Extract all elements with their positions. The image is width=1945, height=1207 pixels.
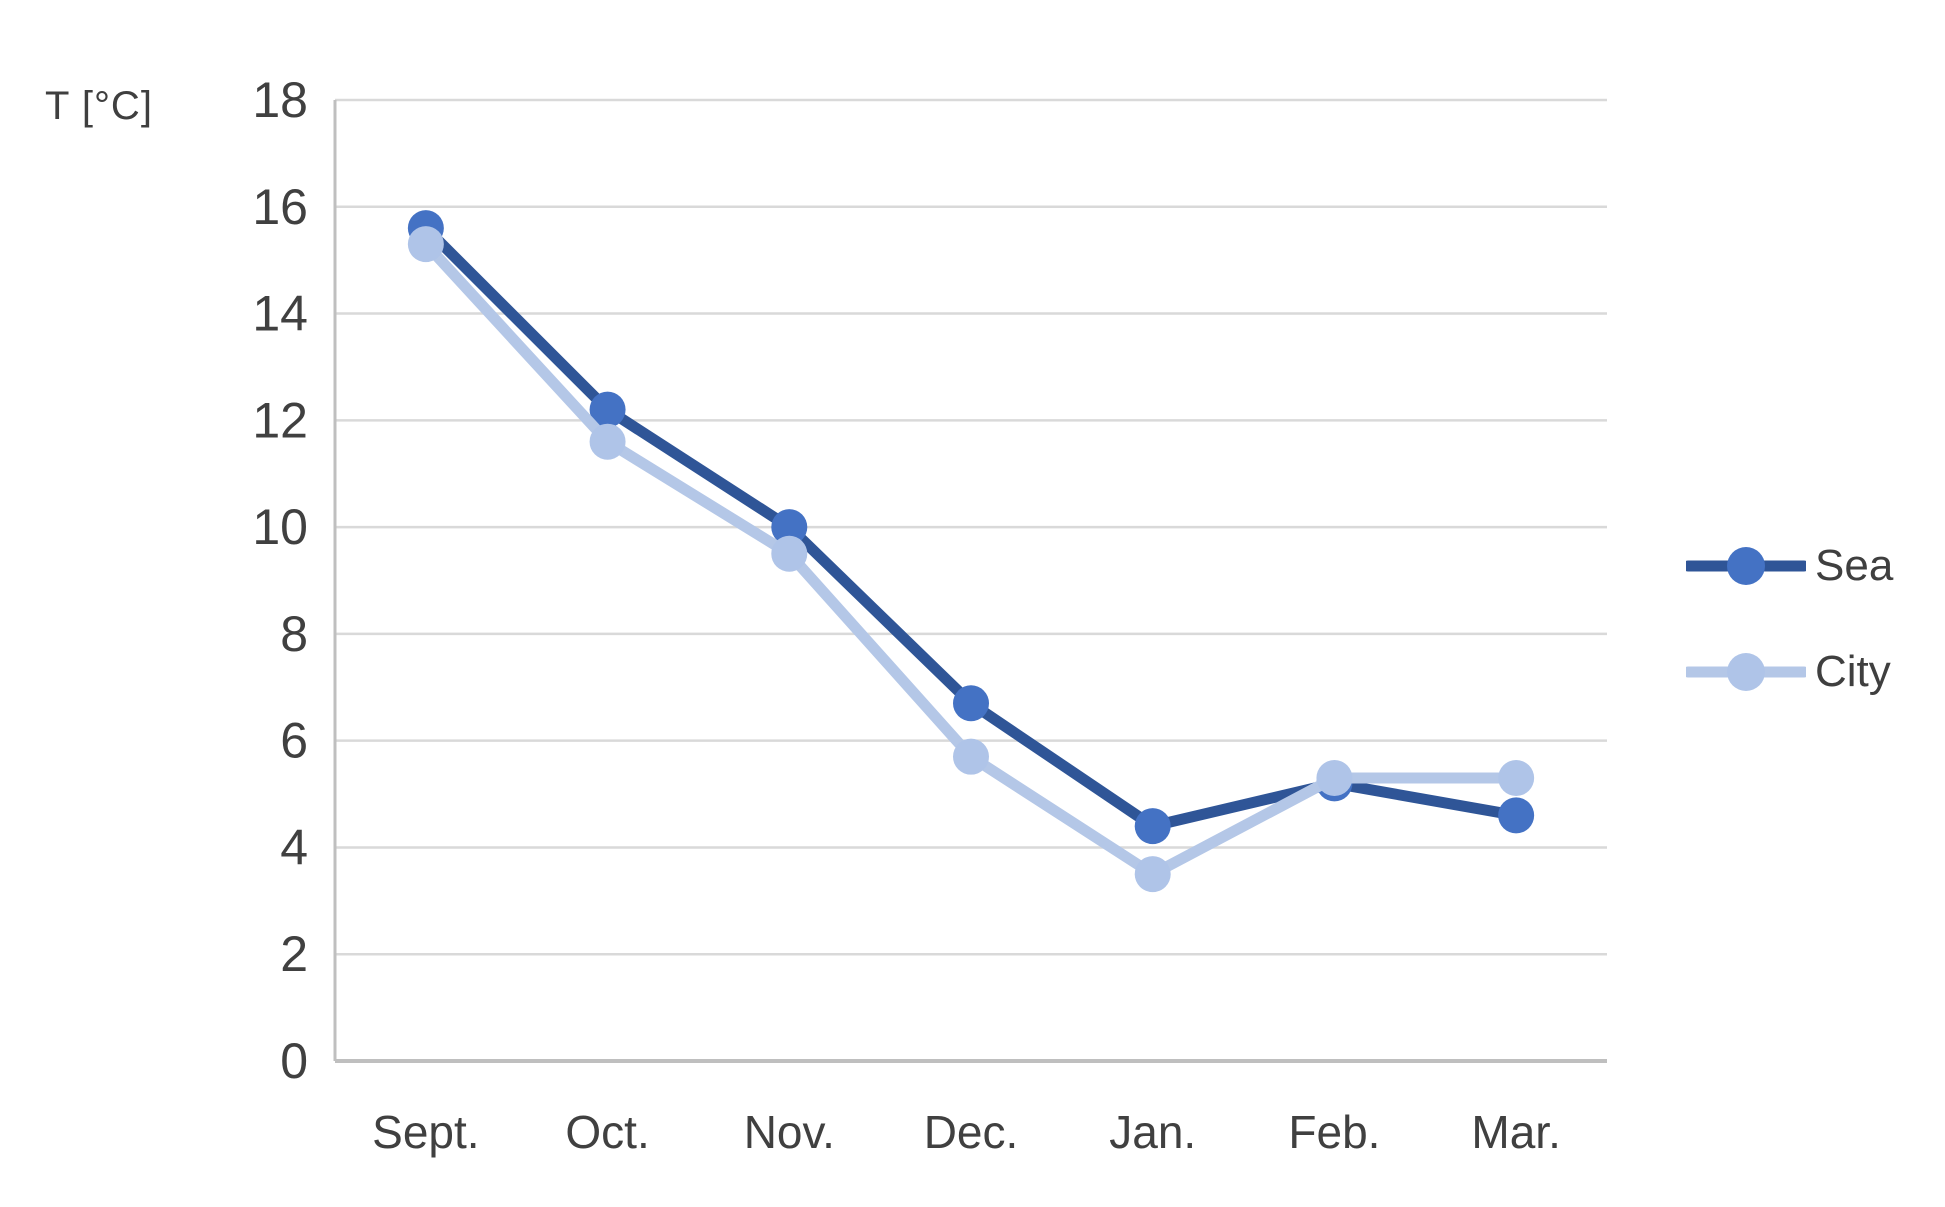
series-city-marker (771, 535, 808, 572)
x-tick-label: Jan. (1109, 1106, 1196, 1158)
y-tick-label: 14 (252, 286, 308, 342)
x-tick-label: Feb. (1288, 1106, 1380, 1158)
series-city-marker (953, 738, 989, 775)
series-city-marker (1498, 760, 1535, 797)
x-tick-label: Sept. (372, 1106, 479, 1158)
legend-label-city: City (1815, 647, 1891, 696)
y-tick-label: 0 (280, 1033, 308, 1089)
y-tick-label: 6 (280, 713, 308, 769)
series-sea-marker (1134, 808, 1171, 845)
series-sea-marker (771, 509, 808, 546)
series-city-marker (589, 423, 626, 460)
series-city-line (420, 238, 1522, 880)
legend: Sea City (1686, 544, 1893, 694)
y-tick-label: 2 (280, 926, 308, 982)
series-city-marker (1316, 760, 1353, 797)
y-tick-label: 4 (280, 819, 308, 875)
y-tick-label: 18 (252, 72, 308, 128)
legend-entry-sea: Sea (1686, 544, 1893, 588)
legend-label-sea: Sea (1815, 541, 1894, 590)
series-city-marker (1134, 856, 1171, 893)
y-tick-label: 10 (252, 499, 308, 555)
series-sea-marker (953, 685, 989, 722)
y-axis-title: T [°C] (45, 84, 153, 128)
x-tick-label: Dec. (924, 1106, 1019, 1158)
x-tick-label: Oct. (565, 1106, 649, 1158)
y-tick-label: 16 (252, 179, 308, 235)
legend-entry-city: City (1686, 650, 1893, 694)
series-sea-marker (589, 391, 626, 428)
legend-city-marker-icon (1686, 653, 1806, 691)
x-tick-label: Nov. (744, 1106, 835, 1158)
legend-sea-marker-icon (1686, 547, 1806, 585)
x-tick-label: Mar. (1471, 1106, 1560, 1158)
y-tick-label: 12 (252, 392, 308, 448)
series-sea-marker (1498, 797, 1535, 834)
y-tick-label: 8 (280, 606, 308, 662)
series-city-marker (407, 226, 444, 263)
